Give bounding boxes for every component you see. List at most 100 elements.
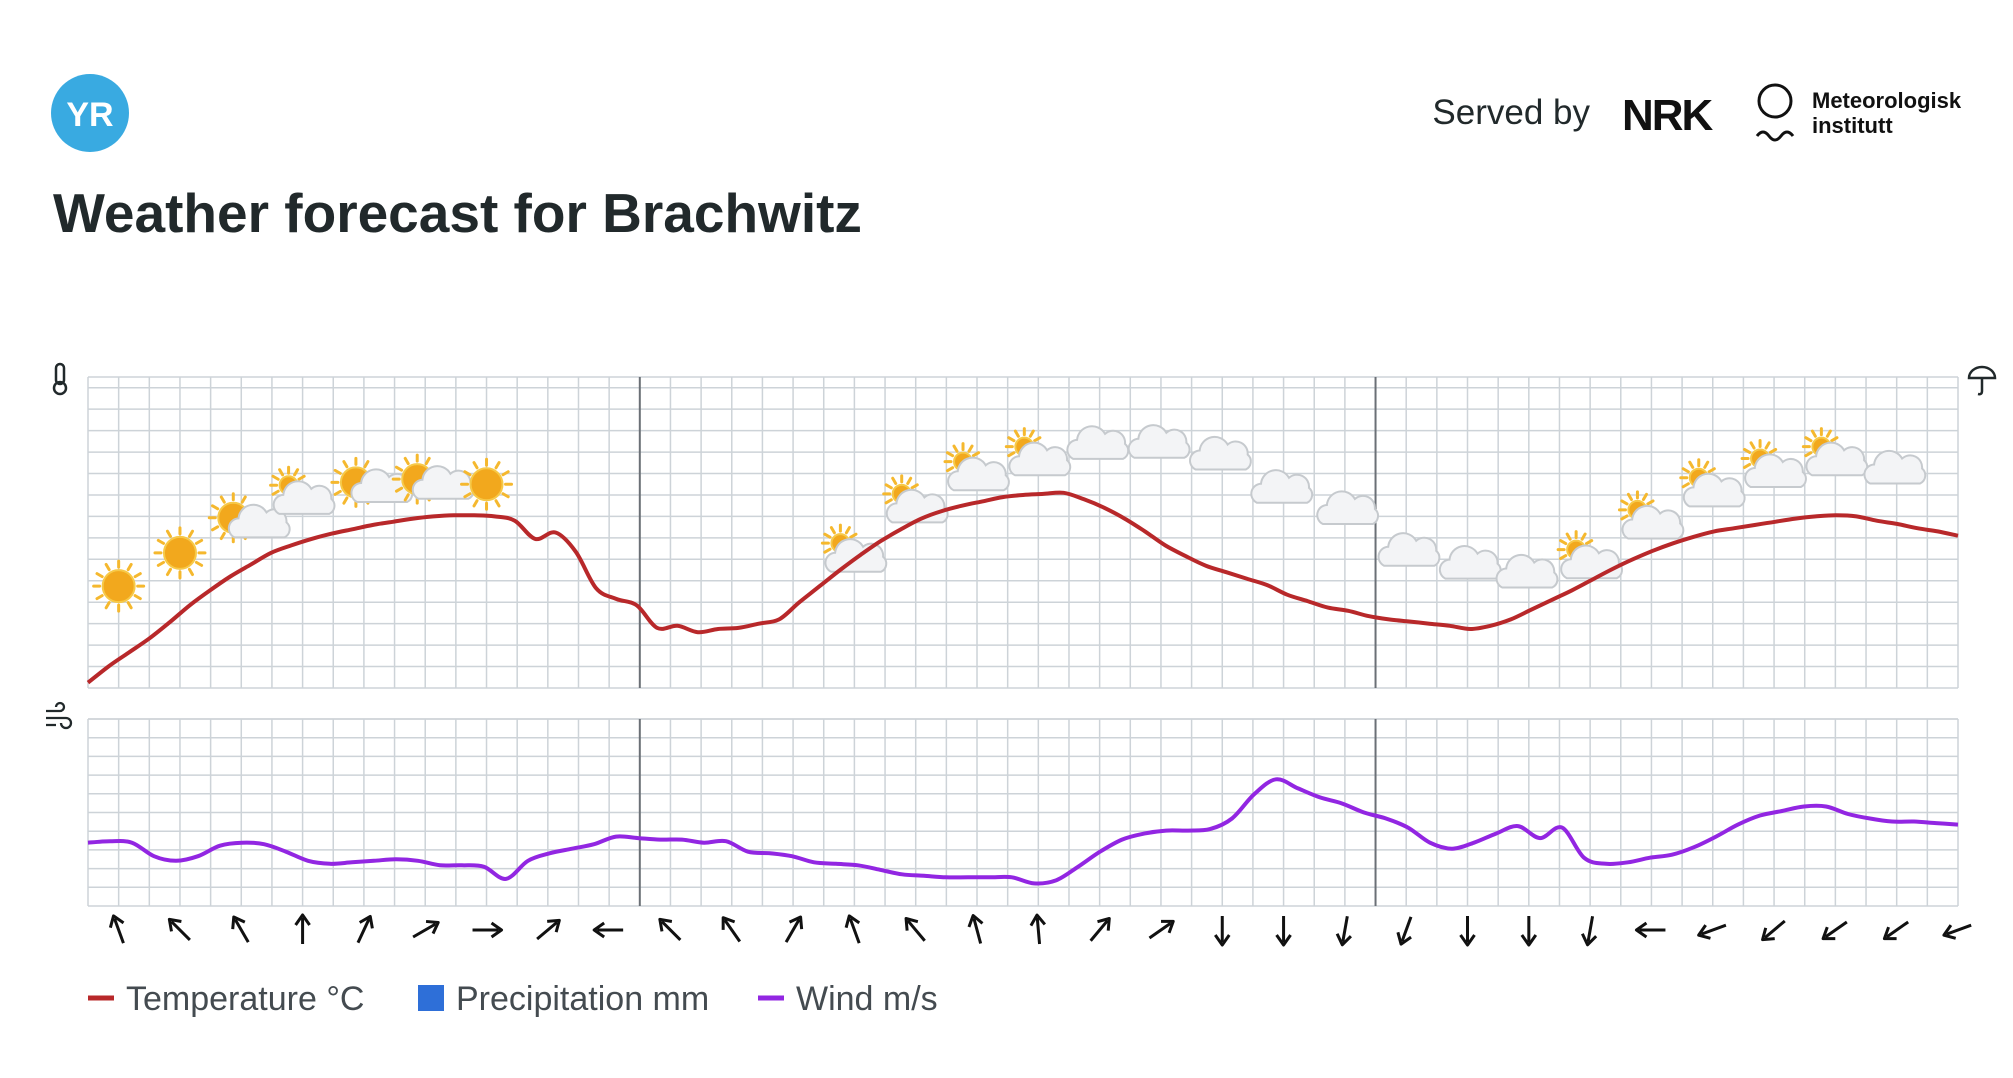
thermometer-icon: [52, 362, 68, 396]
sun-ray: [342, 496, 349, 505]
sun-ray: [165, 567, 172, 577]
cloud-shape: [1316, 490, 1379, 525]
wind-arrow-head: [658, 917, 673, 932]
wind-arrow-icon: [412, 919, 440, 939]
weather-icon-moon-icon: [537, 473, 554, 506]
wind-arrow-head: [1459, 934, 1476, 947]
sun-ray: [297, 474, 306, 481]
cloud-shape: [1744, 453, 1807, 489]
weather-icon-cloud-icon: [1127, 424, 1191, 459]
cloud-shape: [1495, 553, 1559, 589]
sun-ray: [156, 538, 166, 545]
wind-arrow-icon: [1459, 916, 1476, 947]
wind-arrow-shaft: [536, 921, 558, 941]
sun-ray: [1580, 532, 1587, 541]
wind-arrow-shaft: [1763, 919, 1786, 939]
sun-disc: [162, 535, 197, 570]
wind-arrow-icon: [1335, 915, 1352, 947]
umbrella-icon: [1967, 365, 1997, 396]
wind-arrow-head: [1275, 934, 1292, 947]
wind-arrow-shaft: [1148, 921, 1172, 940]
sun-ray: [501, 492, 510, 499]
wind-arrow-icon: [1396, 916, 1413, 946]
weather-icon-cloud-icon: [1066, 425, 1130, 460]
sun-disc: [101, 569, 136, 604]
wind-arrow-icon: [721, 916, 742, 943]
wind-arrow-head: [1335, 933, 1352, 947]
weather-icon-cloud-sun-icon: [1801, 427, 1869, 477]
sun-ray: [1810, 429, 1817, 438]
weather-icon-cloud-moon-icon: [1438, 542, 1502, 580]
wind-arrow-head: [1761, 927, 1775, 942]
wind-arrow-head: [1029, 913, 1047, 927]
sun-ray: [844, 526, 851, 535]
sun-ray: [219, 495, 226, 504]
sun-ray: [823, 547, 832, 554]
sun-ray: [187, 529, 194, 538]
temperature-grid: [87, 376, 1959, 689]
wind-arrow-icon: [294, 913, 311, 944]
weather-icon-cloud-icon: [1495, 553, 1559, 589]
cloud-shape: [1250, 469, 1314, 504]
sun-ray: [494, 499, 501, 508]
weather-icon-cloud-sun-icon: [943, 442, 1010, 492]
wind-arrow-head: [1581, 933, 1598, 947]
sun-ray: [823, 532, 832, 539]
met-logo[interactable]: Meteorologisk institutt: [1755, 83, 1962, 142]
header: YR Served by NRK Meteorologisk institutt…: [51, 74, 1962, 244]
wind-arrow-icon: [967, 914, 984, 944]
sun-ray: [1742, 447, 1752, 454]
wind-arrow-shaft: [906, 919, 926, 942]
legend-swatch: [418, 985, 444, 1011]
sun-ray: [1028, 429, 1035, 438]
moon-shape: [537, 473, 554, 506]
wind-arrow-icon: [1761, 919, 1786, 942]
weather-icon-cloud-icon: [1863, 449, 1927, 485]
served-by-label: Served by: [1432, 93, 1590, 132]
legend-label: Precipitation mm: [456, 980, 709, 1018]
wind-arrow-head: [721, 916, 736, 930]
sun-ray: [1620, 514, 1629, 521]
cloud-shape: [1127, 424, 1191, 459]
wind-arrow-icon: [1520, 916, 1538, 947]
wind-arrow-icon: [536, 918, 561, 941]
wind-arrow-shaft: [723, 919, 742, 943]
wind-arrow-head: [967, 914, 984, 928]
sun-ray: [95, 594, 104, 601]
sun-ray: [333, 468, 342, 475]
cloud-shape: [1621, 504, 1685, 540]
cloud-shape: [947, 456, 1010, 492]
sun-ray: [884, 483, 893, 490]
sun-ray: [133, 572, 142, 579]
weather-icon-sun-icon: [153, 526, 207, 580]
wind-arrow-icon: [1029, 913, 1047, 945]
sun-ray: [1688, 460, 1695, 469]
wind-arrow-head: [294, 913, 311, 926]
met-logo-wave: [1755, 130, 1795, 142]
sun-ray: [219, 531, 226, 541]
page-title: Weather forecast for Brachwitz: [53, 182, 862, 244]
sun-ray: [133, 594, 142, 601]
sun-ray: [1804, 451, 1813, 458]
wind-arrow-icon: [1581, 915, 1598, 947]
sun-ray: [463, 492, 472, 499]
sun-ray: [210, 504, 220, 511]
weather-icon-moon-icon: [782, 559, 799, 592]
sun-ray: [293, 468, 300, 477]
yr-logo[interactable]: [51, 74, 129, 152]
nrk-logo[interactable]: NRK: [1622, 91, 1716, 140]
weather-icon-cloud-sun-icon: [1679, 458, 1746, 508]
sun-ray: [910, 483, 919, 490]
wind-arrow-shaft: [1824, 920, 1848, 939]
cloud-shape: [1805, 441, 1869, 477]
sun-ray: [906, 476, 913, 485]
weather-icon-cloud-moon-icon: [1316, 487, 1379, 525]
sun-ray: [403, 493, 410, 502]
sun-ray: [240, 495, 247, 504]
temperature-line-layer: [86, 490, 1959, 685]
wind-arrow-head: [1634, 921, 1648, 939]
wind-arrow-icon: [1148, 919, 1175, 940]
sun-ray: [194, 560, 204, 567]
wind-arrow-shaft: [848, 918, 861, 944]
sun-ray: [971, 451, 981, 458]
